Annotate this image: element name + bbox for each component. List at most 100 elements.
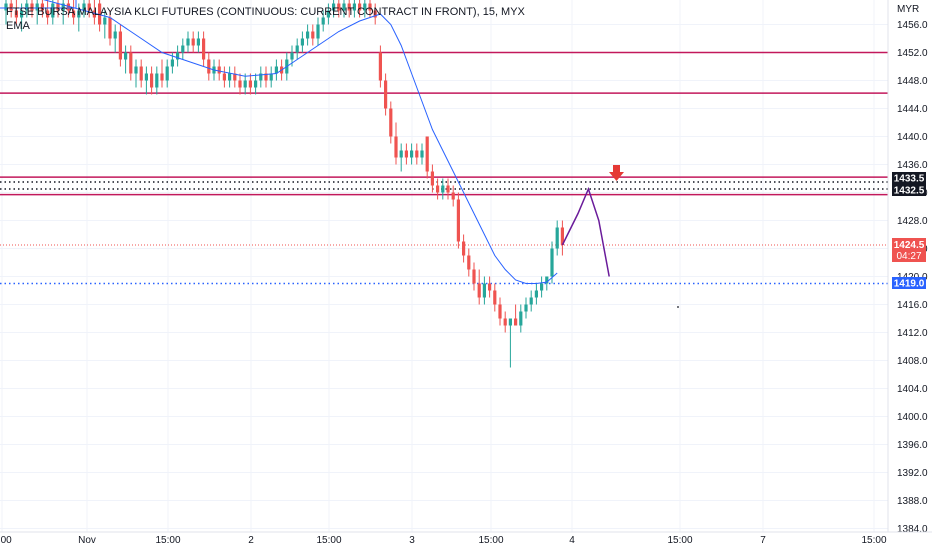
time-tick-label: 15:00 xyxy=(861,535,886,546)
candle xyxy=(191,31,195,53)
candle xyxy=(108,10,112,46)
candle xyxy=(207,52,211,81)
candle xyxy=(118,24,122,67)
time-tick-label: 15:00 xyxy=(667,535,692,546)
candle xyxy=(410,143,414,165)
candle xyxy=(165,59,169,88)
price-tick-label: 1404.0 xyxy=(897,384,928,395)
candle xyxy=(342,0,346,18)
candle xyxy=(66,0,70,18)
price-scale[interactable] xyxy=(889,0,932,532)
candle xyxy=(534,283,538,305)
tag-1433-5: 1433.5 xyxy=(894,174,925,185)
candle xyxy=(368,0,372,18)
candle xyxy=(373,3,377,25)
projection-path[interactable] xyxy=(561,186,610,277)
candle xyxy=(472,262,476,291)
candle xyxy=(456,192,460,249)
candle xyxy=(430,164,434,193)
candle xyxy=(124,45,128,74)
candle xyxy=(498,297,502,326)
indicator-label: EMA xyxy=(6,20,31,32)
price-tick-label: 1400.0 xyxy=(897,412,928,423)
selection-box xyxy=(0,0,77,9)
candle xyxy=(35,0,39,25)
candle xyxy=(384,73,388,116)
candle xyxy=(503,311,507,333)
candle xyxy=(196,31,200,53)
level-1419-tag: 1419.0 xyxy=(894,279,925,290)
candle xyxy=(311,24,315,46)
last-price-tag: 1424.5 xyxy=(894,240,925,251)
candle xyxy=(248,73,252,95)
candle xyxy=(14,0,18,25)
candle xyxy=(51,0,55,25)
candle xyxy=(264,66,268,88)
price-tick-label: 1412.0 xyxy=(897,328,928,339)
candle xyxy=(98,0,102,32)
candle xyxy=(316,17,320,46)
candle xyxy=(560,220,564,256)
price-tick-label: 1444.0 xyxy=(897,104,928,115)
countdown-tag: 04:27 xyxy=(896,251,921,262)
price-tick-label: 1436.0 xyxy=(897,160,928,171)
price-tick-label: 1416.0 xyxy=(897,300,928,311)
candle xyxy=(186,31,190,53)
candle xyxy=(87,0,91,18)
chart-title: FTSE BURSA MALAYSIA KLCI FUTURES (CONTIN… xyxy=(6,6,526,18)
tag-1433-5-bg xyxy=(892,172,926,184)
candle xyxy=(254,73,258,95)
candle xyxy=(56,0,60,18)
time-tick-label: 4 xyxy=(569,535,575,546)
candle xyxy=(155,66,159,95)
candle xyxy=(72,0,76,25)
candle xyxy=(462,234,466,263)
price-tick-label: 1440.0 xyxy=(897,132,928,143)
candle xyxy=(181,38,185,60)
candle xyxy=(259,66,263,88)
candle xyxy=(352,0,356,18)
candle xyxy=(488,276,492,298)
candle xyxy=(378,45,382,88)
candle xyxy=(238,73,242,95)
candle xyxy=(295,38,299,60)
candle xyxy=(233,66,237,88)
candle xyxy=(540,276,544,298)
candle xyxy=(129,45,133,81)
candle xyxy=(425,136,429,179)
time-tick-label: 5:00 xyxy=(0,535,12,546)
candle xyxy=(482,276,486,305)
candle xyxy=(519,304,523,333)
candle xyxy=(524,297,528,319)
candle xyxy=(404,143,408,165)
time-scale-ticks[interactable]: 5:00 Nov 15:00 2 15:00 3 15:00 4 15:00 7 15:00 xyxy=(0,535,887,546)
price-tick-label: 1388.0 xyxy=(897,496,928,507)
candle xyxy=(202,31,206,67)
candle xyxy=(113,24,117,53)
candle xyxy=(555,220,559,256)
time-tick-label: 7 xyxy=(760,535,766,546)
candle xyxy=(326,3,330,25)
candle xyxy=(446,178,450,200)
candle xyxy=(92,0,96,25)
tag-1432-5: 1432.5 xyxy=(894,186,925,197)
price-tick-label: 1396.0 xyxy=(897,440,928,451)
candle xyxy=(269,66,273,88)
price-tick-label: 1384.0 xyxy=(897,524,928,535)
candle xyxy=(150,66,154,95)
tag-1432-5-bg xyxy=(892,184,926,196)
candle xyxy=(144,66,148,95)
candle xyxy=(420,143,424,165)
candle xyxy=(82,0,86,18)
candle xyxy=(358,0,362,18)
candle xyxy=(508,318,512,368)
currency-label: MYR xyxy=(897,4,919,15)
down-arrow-icon[interactable] xyxy=(609,165,624,181)
time-tick-label: 15:00 xyxy=(316,535,341,546)
candle xyxy=(363,0,367,18)
candle xyxy=(25,0,29,18)
candle xyxy=(399,143,403,172)
candles xyxy=(4,0,564,368)
price-tags: 1433.5 1432.5 1424.5 04:27 1419.0 xyxy=(892,172,926,290)
candle xyxy=(61,0,65,25)
